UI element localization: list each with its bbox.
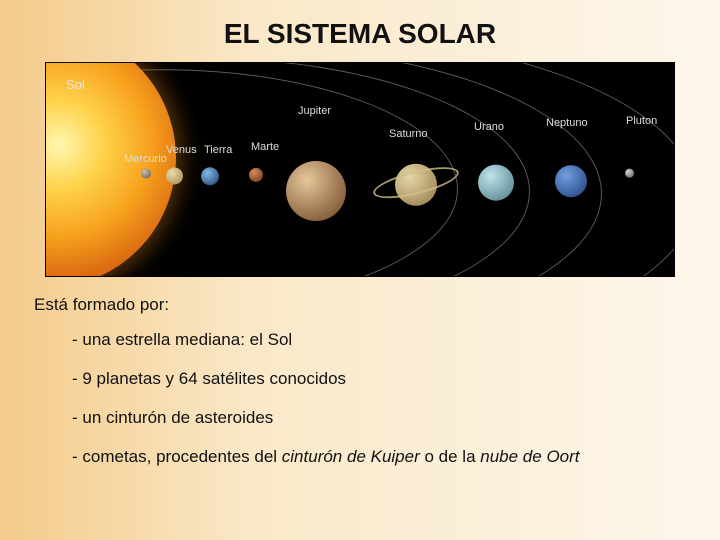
text-run: cinturón de Kuiper: [282, 447, 420, 466]
solar-system-diagram: Sol MercurioVenus Tierra Marte Jupiter Satur…: [45, 62, 675, 277]
planet-label-venus: Venus: [166, 144, 197, 156]
planet-label-saturno: Saturno: [389, 128, 428, 140]
planet-marte: [249, 167, 263, 181]
planet-label-neptuno: Neptuno: [546, 117, 588, 129]
planet-label-pluton: Pluton: [626, 115, 657, 127]
planet-neptuno: [555, 165, 587, 197]
bullet-list: - una estrella mediana: el Sol - 9 planet…: [28, 329, 692, 469]
slide: EL SISTEMA SOLAR Sol MercurioVenus Tierra…: [0, 0, 720, 540]
intro-text: Está formado por:: [34, 295, 686, 315]
list-item: - una estrella mediana: el Sol: [72, 329, 692, 352]
planet-venus: [166, 167, 183, 184]
text-run: - cometas, procedentes del: [72, 447, 282, 466]
planet-mercurio: [141, 168, 151, 178]
planet-label-jupiter: Jupiter: [298, 105, 331, 117]
page-title: EL SISTEMA SOLAR: [28, 18, 692, 50]
text-run: o de la: [420, 447, 481, 466]
list-item: - 9 planetas y 64 satélites conocidos: [72, 368, 692, 391]
planet-urano: [478, 164, 514, 200]
planet-label-marte: Marte: [251, 141, 279, 153]
planet-label-tierra: Tierra: [204, 144, 232, 156]
list-item: - cometas, procedentes del cinturón de K…: [72, 446, 692, 469]
sun-label: Sol: [66, 77, 85, 92]
text-run: - una estrella mediana: el Sol: [72, 330, 292, 349]
text-run: - 9 planetas y 64 satélites conocidos: [72, 369, 346, 388]
planet-pluton: [625, 168, 634, 177]
planet-label-urano: Urano: [474, 121, 504, 133]
planet-label-mercurio: Mercurio: [124, 153, 167, 165]
planet-jupiter: [286, 161, 346, 221]
text-run: - un cinturón de asteroides: [72, 408, 273, 427]
planet-tierra: [201, 167, 219, 185]
text-run: nube de Oort: [480, 447, 579, 466]
list-item: - un cinturón de asteroides: [72, 407, 692, 430]
